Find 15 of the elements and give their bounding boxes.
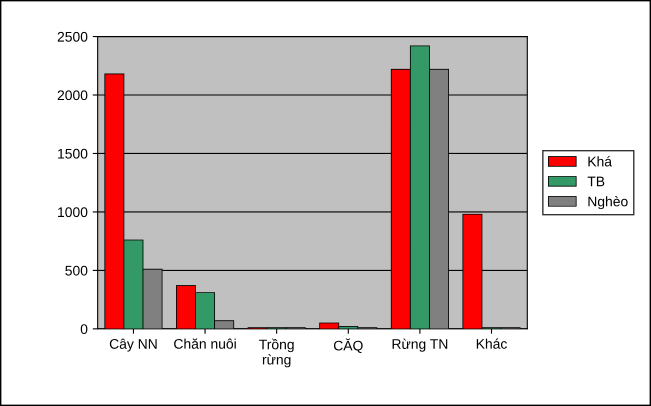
x-tick-label: CĂQ: [334, 338, 363, 354]
x-tick-label: Cây NN: [110, 338, 157, 352]
y-tick-label: 1000: [58, 207, 88, 218]
legend-label: TB: [588, 176, 604, 186]
y-tick-label: 2000: [58, 90, 88, 100]
y-tick-label: 0: [80, 324, 88, 334]
x-tick-label: Khác: [476, 338, 507, 349]
legend-label: Nghèo: [588, 196, 628, 210]
legend-label: Khá: [588, 156, 612, 166]
y-tick-label: 2500: [58, 32, 88, 42]
x-tick-label: Chăn nuôi: [174, 338, 236, 349]
x-tick-label: Trồng rừng: [259, 338, 294, 368]
y-tick-label: 500: [65, 266, 88, 276]
x-tick-label: Rừng TN: [392, 338, 448, 352]
y-tick-label: 1500: [58, 148, 88, 159]
